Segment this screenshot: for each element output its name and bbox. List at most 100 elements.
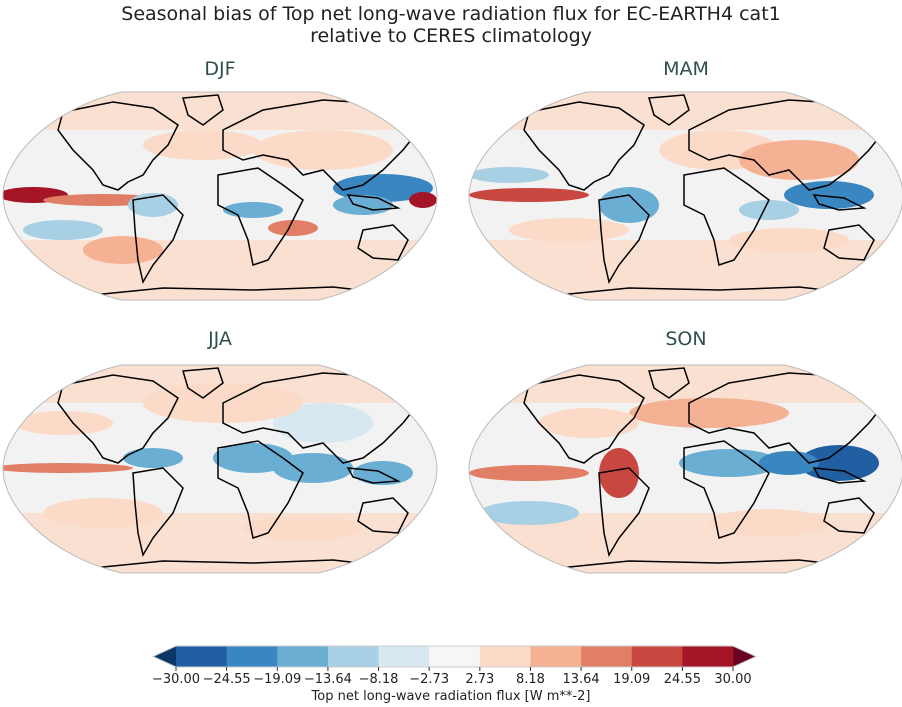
bias-field xyxy=(469,188,589,202)
bias-field xyxy=(333,195,393,215)
map-boundary xyxy=(468,364,902,574)
bias-field xyxy=(3,463,133,473)
coastline xyxy=(683,440,770,539)
colorbar-tick-label: −19.09 xyxy=(253,672,302,687)
bias-field xyxy=(3,92,437,130)
coastline xyxy=(598,194,650,285)
colorbar-tick-label: −30.00 xyxy=(151,672,201,687)
colorbar-tick-label: 13.64 xyxy=(562,672,600,687)
bias-field xyxy=(799,445,879,481)
coastline xyxy=(523,101,645,191)
bias-field xyxy=(739,140,859,180)
colorbar-bin xyxy=(530,646,582,667)
bias-field xyxy=(243,516,363,540)
colorbar-tick-label: −13.64 xyxy=(303,672,352,687)
colorbar-tick-label: 30.00 xyxy=(714,672,752,687)
coastline xyxy=(812,467,867,484)
colorbar-tick-label: 8.18 xyxy=(515,672,545,687)
coastline xyxy=(217,167,304,266)
colorbar-bin xyxy=(429,646,481,667)
coastline xyxy=(217,440,304,539)
colorbar-bin xyxy=(277,646,329,667)
bias-field xyxy=(143,130,263,160)
colorbar-under-extend xyxy=(153,646,176,667)
map-boundary xyxy=(2,364,438,574)
bias-field xyxy=(3,240,437,300)
bias-field xyxy=(83,236,163,264)
map-boundary xyxy=(2,91,438,301)
colorbar-tick-label: 24.55 xyxy=(663,672,701,687)
bias-field xyxy=(509,218,629,242)
bias-field xyxy=(23,220,103,240)
colorbar-bin xyxy=(479,646,531,667)
coastline xyxy=(57,101,179,191)
bias-field xyxy=(479,501,579,525)
colorbar-bin xyxy=(682,646,734,667)
coastline xyxy=(357,224,409,261)
coastline xyxy=(182,94,224,126)
bias-field xyxy=(469,92,902,130)
colorbar-tick-label: −2.73 xyxy=(409,672,450,687)
bias-field xyxy=(13,411,113,435)
colorbar-tick-label: −24.55 xyxy=(202,672,251,687)
coastline xyxy=(683,167,770,266)
coastline xyxy=(346,467,401,484)
map-panel-djf xyxy=(2,91,438,301)
bias-field xyxy=(223,202,283,218)
colorbar-bin xyxy=(631,646,683,667)
map-panel-mam xyxy=(468,91,902,301)
bias-field xyxy=(739,200,799,220)
bias-field xyxy=(469,167,549,183)
bias-field xyxy=(539,408,639,438)
panel-title-jja: JJA xyxy=(208,328,232,350)
colorbar-bin xyxy=(378,646,430,667)
colorbar-bin xyxy=(581,646,633,667)
colorbar-bin xyxy=(176,646,228,667)
coastline xyxy=(523,374,645,464)
bias-field xyxy=(333,174,433,202)
bias-field xyxy=(469,240,902,300)
figure-title-line2: relative to CERES climatology xyxy=(310,25,592,47)
colorbar-tick-label: 2.73 xyxy=(465,672,495,687)
bias-field xyxy=(709,509,829,537)
map-panel-son xyxy=(468,364,902,574)
bias-field xyxy=(679,449,779,477)
coastline xyxy=(598,467,650,558)
bias-field xyxy=(268,220,318,236)
bias-field xyxy=(469,465,589,481)
bias-field xyxy=(629,398,789,428)
coastline xyxy=(648,94,690,126)
bias-field xyxy=(729,228,849,252)
panel-title-son: SON xyxy=(665,328,707,350)
bias-field xyxy=(273,403,373,443)
coastline xyxy=(346,194,401,211)
coastline xyxy=(357,497,409,534)
coastline xyxy=(132,194,184,285)
bias-field xyxy=(43,498,163,528)
coastline xyxy=(182,367,224,399)
bias-field xyxy=(599,448,639,498)
bias-field xyxy=(123,448,183,468)
coastline xyxy=(648,367,690,399)
map-boundary xyxy=(468,91,902,301)
colorbar-tick-label: 19.09 xyxy=(613,672,651,687)
map-panels xyxy=(2,91,902,574)
coastline xyxy=(823,497,875,534)
figure-title-line1: Seasonal bias of Top net long-wave radia… xyxy=(121,3,781,25)
coastline xyxy=(823,224,875,261)
colorbar-bin xyxy=(226,646,278,667)
bias-field xyxy=(409,192,437,208)
bias-field xyxy=(253,130,393,170)
colorbar-over-extend xyxy=(733,646,756,667)
panel-title-djf: DJF xyxy=(204,58,236,80)
coastline xyxy=(57,374,179,464)
colorbar-tick-label: −8.18 xyxy=(358,672,399,687)
colorbar-label: Top net long-wave radiation flux [W m**-… xyxy=(311,689,591,704)
bias-field xyxy=(273,453,353,483)
bias-field xyxy=(599,187,659,223)
coastline xyxy=(812,194,867,211)
bias-field xyxy=(469,365,902,403)
coastline xyxy=(132,467,184,558)
map-panel-jja xyxy=(2,364,438,574)
panel-title-mam: MAM xyxy=(663,58,709,80)
